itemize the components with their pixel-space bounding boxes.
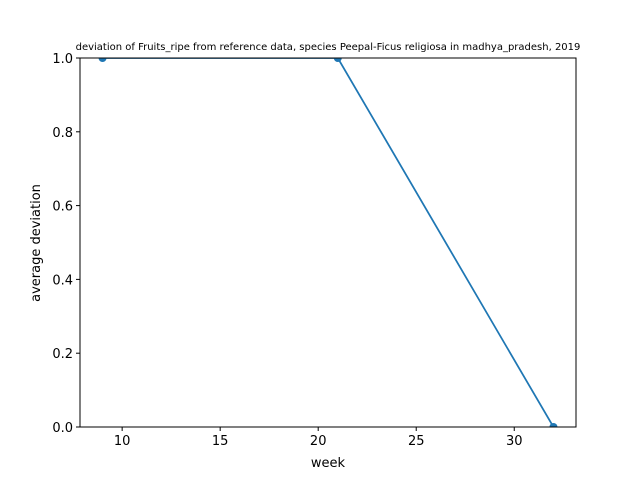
plot-area	[98, 58, 558, 427]
x-tick-label: 15	[212, 434, 229, 449]
x-axis-ticks: 10 15 20 25 30	[114, 427, 523, 449]
chart-title: deviation of Fruits_ripe from reference …	[76, 42, 581, 53]
plot-frame	[79, 57, 577, 428]
series-group	[98, 58, 558, 427]
x-axis-label: week	[311, 456, 346, 471]
data-point	[98, 58, 107, 62]
x-tick-label: 30	[506, 434, 523, 449]
data-point	[333, 58, 342, 62]
data-point	[549, 423, 558, 427]
x-tick-label: 25	[408, 434, 425, 449]
y-tick-label: 0.6	[52, 200, 73, 215]
y-tick-label: 0.2	[52, 347, 73, 362]
x-tick-label: 20	[310, 434, 327, 449]
y-tick-label: 0.4	[52, 273, 73, 288]
y-tick-label: 1.0	[52, 52, 73, 67]
y-axis-ticks: 0.0 0.2 0.4 0.6 0.8 1.0	[52, 52, 80, 436]
y-axis-label: average deviation	[29, 184, 44, 302]
y-tick-label: 0.8	[52, 126, 73, 141]
y-tick-label: 0.0	[52, 421, 73, 436]
x-tick-label: 10	[114, 434, 131, 449]
series-line	[102, 58, 555, 427]
